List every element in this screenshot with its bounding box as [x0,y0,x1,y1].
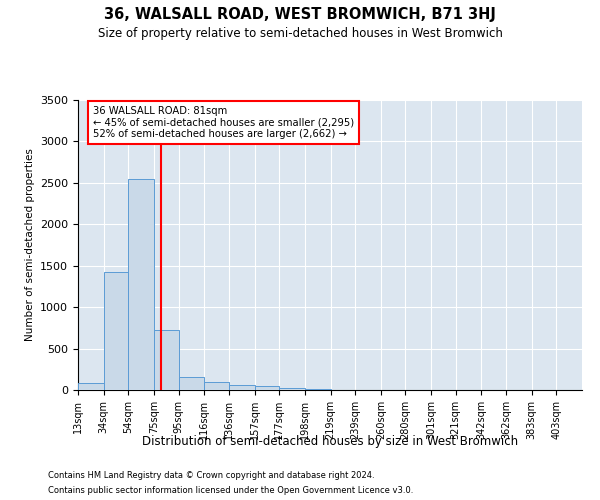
Text: 36, WALSALL ROAD, WEST BROMWICH, B71 3HJ: 36, WALSALL ROAD, WEST BROMWICH, B71 3HJ [104,8,496,22]
Bar [78,383,104,390]
Bar [229,386,254,390]
Bar [205,382,229,390]
Text: 36 WALSALL ROAD: 81sqm
← 45% of semi-detached houses are smaller (2,295)
52% of : 36 WALSALL ROAD: 81sqm ← 45% of semi-det… [93,106,354,139]
Bar [305,389,331,390]
Y-axis label: Number of semi-detached properties: Number of semi-detached properties [25,148,35,342]
Bar [104,272,128,390]
Bar [279,388,305,390]
Text: Size of property relative to semi-detached houses in West Bromwich: Size of property relative to semi-detach… [98,28,502,40]
Bar [154,330,179,390]
Text: Contains public sector information licensed under the Open Government Licence v3: Contains public sector information licen… [48,486,413,495]
Bar [179,376,205,390]
Text: Contains HM Land Registry data © Crown copyright and database right 2024.: Contains HM Land Registry data © Crown c… [48,471,374,480]
Text: Distribution of semi-detached houses by size in West Bromwich: Distribution of semi-detached houses by … [142,435,518,448]
Bar [254,386,279,390]
Bar [128,178,154,390]
